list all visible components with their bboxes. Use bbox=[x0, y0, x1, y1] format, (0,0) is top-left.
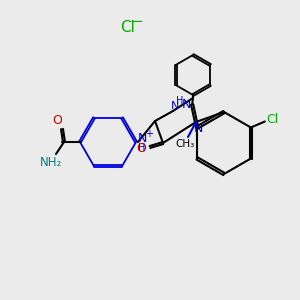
Text: O: O bbox=[52, 115, 62, 128]
Text: H: H bbox=[138, 143, 146, 153]
Text: O: O bbox=[136, 142, 146, 154]
Text: H: H bbox=[176, 96, 184, 106]
Text: N: N bbox=[182, 98, 191, 111]
Text: +: + bbox=[145, 129, 153, 139]
Text: N: N bbox=[171, 101, 179, 111]
Text: Cl: Cl bbox=[120, 20, 135, 35]
Text: −: − bbox=[130, 14, 143, 29]
Text: N: N bbox=[193, 122, 203, 136]
Text: N: N bbox=[137, 133, 147, 146]
Text: CH₃: CH₃ bbox=[176, 139, 195, 149]
Text: NH₂: NH₂ bbox=[40, 155, 62, 169]
Text: Cl: Cl bbox=[267, 113, 279, 126]
